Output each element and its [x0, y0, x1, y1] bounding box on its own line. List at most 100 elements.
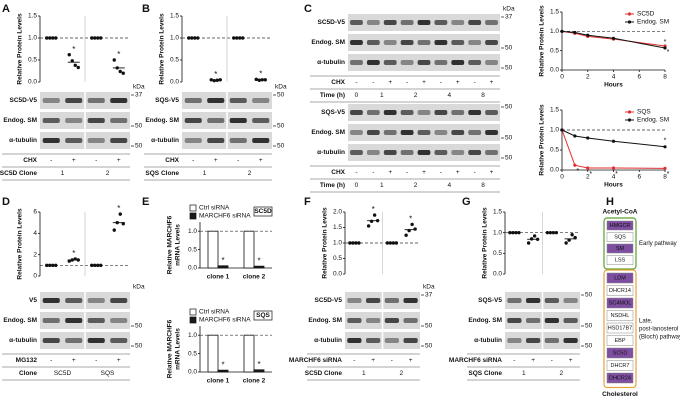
blot-band [184, 97, 202, 104]
blot-band [468, 129, 482, 136]
kda-marker: 50 [505, 104, 513, 111]
significance: * [664, 39, 667, 46]
blot-row-label: SC5D-V5 [315, 297, 343, 304]
enzyme-name: SQS [614, 234, 626, 240]
legend-label: SC5D [637, 11, 655, 18]
blot-band [252, 137, 270, 144]
condition-label: Time (h) [320, 92, 345, 99]
y-tick-label: 1.5 [170, 13, 179, 20]
blot-band [451, 19, 465, 26]
series-point [611, 166, 616, 170]
blot-band [383, 129, 397, 136]
condition-cell: - [95, 157, 97, 164]
blot-band [383, 109, 397, 116]
blot-band [366, 317, 381, 324]
y-tick-label: 1.5 [333, 224, 342, 231]
condition-cell: + [456, 79, 460, 86]
blot-band [417, 59, 431, 66]
legend-label: Ctrl siRNA [199, 309, 230, 316]
condition-cell: - [391, 357, 393, 364]
condition-cell: 2 [248, 170, 252, 177]
significance: * [214, 70, 217, 79]
condition-cell: + [569, 357, 573, 364]
y-tick-label: 0.5 [188, 246, 197, 253]
legend-label: MARCHF6 siRNA [199, 317, 251, 324]
blot-band [451, 59, 465, 66]
blot-band [366, 39, 380, 46]
enzyme-box [606, 372, 634, 384]
pathway-label: Late, [639, 318, 653, 324]
data-point [564, 241, 568, 245]
x-tick-label: 2 [586, 174, 590, 181]
y-tick-label: 0.5 [170, 57, 179, 64]
kda-marker: 50 [135, 123, 143, 130]
blot-band [400, 39, 414, 46]
condition-cell: - [372, 169, 374, 176]
condition-cell: - [237, 157, 239, 164]
title-box [253, 206, 273, 217]
x-tick-label: clone 1 [207, 274, 230, 281]
y-axis-label: Relative Protein Levels [539, 5, 546, 77]
series-point [611, 36, 616, 40]
blot-row-label: Endog. SM [468, 317, 502, 324]
condition-label: Time (h) [320, 182, 345, 189]
kda-marker: 50 [505, 65, 513, 72]
condition-cell: 1 [203, 170, 207, 177]
y-tick-label: 0.5 [333, 255, 342, 262]
blot-band [434, 59, 448, 66]
blot-band [207, 117, 225, 124]
data-point [112, 58, 116, 62]
data-point [73, 63, 77, 67]
blot-band [366, 337, 381, 344]
enzyme-name: EBP [614, 338, 625, 344]
condition-cell: - [95, 357, 97, 364]
blot-row-label: α-tubulin [317, 59, 345, 66]
blot-row-label: α-tubulin [9, 137, 37, 144]
condition-cell: 2 [559, 370, 563, 377]
blot-band [400, 149, 414, 156]
data-point [413, 227, 417, 231]
blot-row-label: SC5D-V5 [10, 97, 38, 104]
kda-marker: 50 [425, 323, 433, 330]
legend-label: Endog. SM [637, 117, 669, 124]
series-point [586, 166, 590, 170]
condition-cell: - [513, 357, 515, 364]
x-tick-label: 6 [637, 174, 641, 181]
condition-cell: + [409, 357, 413, 364]
blot-row-label: Endog. SM [3, 117, 37, 124]
kda-marker: 50 [425, 343, 433, 350]
blot-band [434, 39, 448, 46]
y-tick-label: 1.5 [28, 13, 37, 20]
condition-cell: - [440, 169, 442, 176]
condition-label: MARCHF6 siRNA [449, 357, 502, 364]
significance: * [589, 171, 592, 178]
x-tick-label: 8 [663, 174, 667, 181]
condition-cell: + [117, 157, 121, 164]
kda-marker: 50 [585, 323, 593, 330]
y-tick-label: 0.0 [170, 79, 179, 86]
kda-marker: 50 [277, 92, 285, 99]
blot-band [400, 19, 414, 26]
blot-band [403, 317, 418, 324]
y-tick-label: 1.0 [550, 127, 559, 134]
blot-band [468, 109, 482, 116]
blot-band [417, 19, 431, 26]
condition-cell: - [474, 169, 476, 176]
condition-cell: + [490, 169, 494, 176]
y-axis-label: Relative Protein Levels [482, 207, 489, 279]
pathway-label: Early pathway [639, 241, 677, 247]
panel-letter: D [2, 196, 10, 208]
series-point [573, 134, 577, 138]
condition-cell: 0 [355, 92, 359, 99]
y-tick-label: 0.0 [550, 67, 559, 74]
condition-cell: - [440, 79, 442, 86]
kda-marker: 50 [277, 143, 285, 150]
condition-label: MG132 [16, 357, 38, 364]
condition-label: SC5D Clone [0, 170, 37, 177]
kda-marker: 50 [135, 343, 143, 350]
pathway-start: Acetyl-CoA [602, 209, 637, 216]
kda-marker: 50 [585, 343, 593, 350]
y-tick-label: 1.0 [333, 240, 342, 247]
blot-band [451, 149, 465, 156]
chart-title: SC5D [254, 208, 272, 215]
